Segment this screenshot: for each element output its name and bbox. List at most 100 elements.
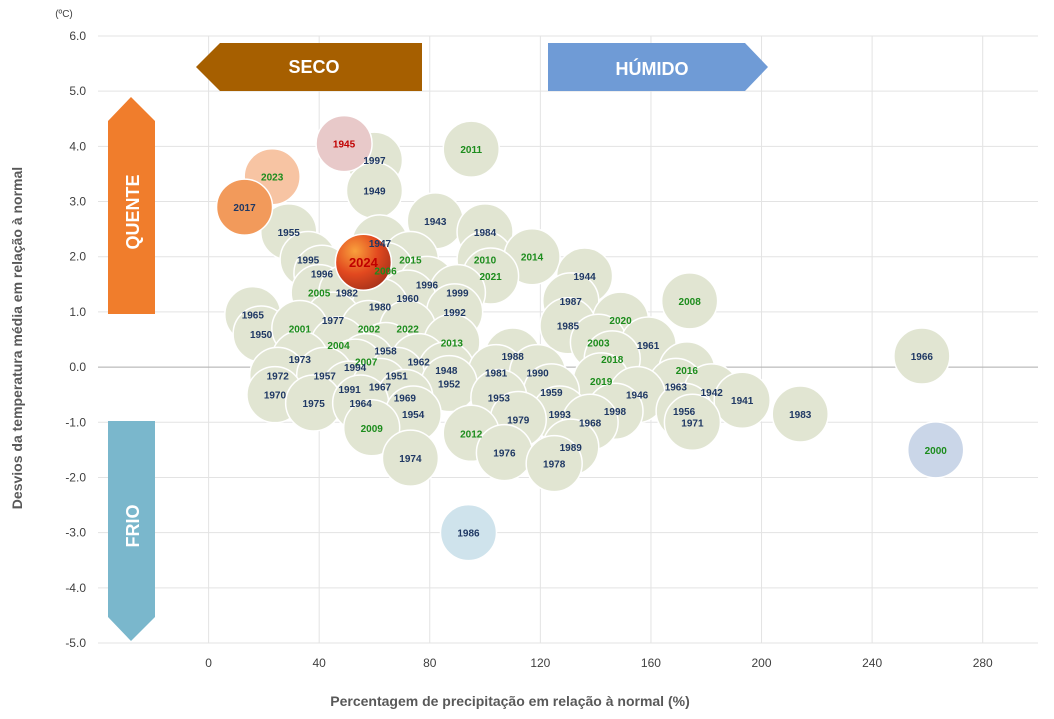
bubble-1986 <box>439 503 498 562</box>
bubble-label-1988: 1988 <box>502 352 525 363</box>
bubble-label-2019: 2019 <box>590 377 613 388</box>
bubble-label-1951: 1951 <box>385 371 408 382</box>
bubble-label-2008: 2008 <box>679 297 702 308</box>
bubble-label-1971: 1971 <box>681 418 704 429</box>
bubble-label-1946: 1946 <box>626 391 649 402</box>
bubble-label-2015: 2015 <box>399 255 422 266</box>
cold-label: FRIO <box>123 505 143 548</box>
bubble-label-1975: 1975 <box>303 399 326 410</box>
bubble-label-1982: 1982 <box>336 289 359 300</box>
bubble-2000 <box>906 421 965 479</box>
bubble-label-1974: 1974 <box>399 454 422 465</box>
y-tick-label: 0.0 <box>69 360 86 374</box>
bubble-label-1952: 1952 <box>438 380 461 391</box>
y-axis-unit: (ºC) <box>55 9 73 20</box>
y-tick-label: 3.0 <box>69 195 86 209</box>
bubble-1978 <box>525 434 583 493</box>
hot-label: QUENTE <box>123 174 143 249</box>
bubble-1974 <box>381 429 440 487</box>
bubble-label-2020: 2020 <box>609 316 632 327</box>
bubble-label-1986: 1986 <box>457 529 480 540</box>
zone-arrows: SECO HÚMIDO QUENTE FRIO <box>108 43 768 641</box>
bubble-label-1959: 1959 <box>540 388 563 399</box>
bubble-label-1953: 1953 <box>488 393 511 404</box>
bubble-label-1969: 1969 <box>394 393 417 404</box>
wet-arrow <box>548 43 768 91</box>
bubble-2011 <box>442 120 500 178</box>
bubble-label-1961: 1961 <box>637 341 660 352</box>
y-tick-label: -1.0 <box>65 415 86 429</box>
bubble-label-2017: 2017 <box>233 203 256 214</box>
x-axis-title: Percentagem de precipitação em relação à… <box>330 693 689 709</box>
bubble-label-1945: 1945 <box>333 140 356 151</box>
bubble-label-2000: 2000 <box>925 446 948 457</box>
bubble-label-1996: 1996 <box>416 280 439 291</box>
bubble-label-1949: 1949 <box>363 187 386 198</box>
bubble-label-1956: 1956 <box>673 407 696 418</box>
y-tick-label: -2.0 <box>65 470 86 484</box>
bubble-label-1998: 1998 <box>604 407 627 418</box>
bubble-2009 <box>342 399 401 457</box>
x-tick-label: 280 <box>973 656 993 670</box>
bubble-1983 <box>771 385 829 443</box>
bubble-2024 <box>334 233 393 291</box>
bubble-label-2018: 2018 <box>601 355 624 366</box>
bubble-label-1957: 1957 <box>314 371 337 382</box>
cold-arrow <box>108 421 155 641</box>
bubble-label-1996: 1996 <box>311 269 334 280</box>
bubble-label-2016: 2016 <box>676 366 699 377</box>
bubble-label-1981: 1981 <box>485 369 508 380</box>
x-tick-label: 80 <box>423 656 437 670</box>
bubble-label-1972: 1972 <box>267 371 290 382</box>
bubble-label-1968: 1968 <box>579 418 602 429</box>
dry-label: SECO <box>288 57 339 77</box>
bubble-label-1991: 1991 <box>338 385 361 396</box>
bubble-label-2022: 2022 <box>397 324 420 335</box>
bubble-label-2003: 2003 <box>587 338 610 349</box>
bubble-label-2009: 2009 <box>361 424 384 435</box>
bubble-label-1970: 1970 <box>264 391 287 402</box>
bubble-1945 <box>315 114 373 173</box>
bubble-label-2023: 2023 <box>261 173 284 184</box>
bubble-label-1962: 1962 <box>408 358 431 369</box>
bubble-label-2006: 2006 <box>374 267 397 278</box>
bubble-label-1980: 1980 <box>369 302 392 313</box>
hot-arrow <box>108 97 155 314</box>
bubble-label-1973: 1973 <box>289 355 312 366</box>
bubble-label-1948: 1948 <box>435 366 458 377</box>
x-tick-label: 40 <box>312 656 326 670</box>
bubble-label-1966: 1966 <box>911 352 934 363</box>
bubble-label-2012: 2012 <box>460 429 483 440</box>
bubble-label-2002: 2002 <box>358 324 381 335</box>
bubble-label-1965: 1965 <box>242 311 265 322</box>
bubble-label-2011: 2011 <box>460 145 482 156</box>
bubble-label-1943: 1943 <box>424 217 447 228</box>
bubble-label-2014: 2014 <box>521 253 544 264</box>
bubble-label-1944: 1944 <box>573 272 596 283</box>
bubble-label-1950: 1950 <box>250 330 273 341</box>
bubble-label-1999: 1999 <box>446 289 469 300</box>
bubble-label-1984: 1984 <box>474 228 497 239</box>
bubble-label-2007: 2007 <box>355 358 378 369</box>
y-tick-label: -3.0 <box>65 526 86 540</box>
bubble-label-1983: 1983 <box>789 410 812 421</box>
bubble-label-1995: 1995 <box>297 255 320 266</box>
bubble-label-1977: 1977 <box>322 316 345 327</box>
bubble-1941 <box>713 371 771 429</box>
bubble-label-1942: 1942 <box>701 388 724 399</box>
bubble-label-1947: 1947 <box>369 239 392 250</box>
bubble-label-1976: 1976 <box>493 449 516 460</box>
bubble-label-2004: 2004 <box>327 341 350 352</box>
x-tick-label: 240 <box>862 656 882 670</box>
x-tick-label: 120 <box>530 656 550 670</box>
bubble-2008 <box>660 272 719 330</box>
bubble-label-1990: 1990 <box>526 369 549 380</box>
bubble-label-1987: 1987 <box>560 297 583 308</box>
bubble-label-1955: 1955 <box>278 228 301 239</box>
y-tick-label: -5.0 <box>65 636 86 650</box>
bubbles: 1997 2011 1949 1943 1955 1984 1947 1995 2015 2010… <box>215 114 965 562</box>
bubble-label-1964: 1964 <box>350 399 373 410</box>
bubble-label-1954: 1954 <box>402 410 425 421</box>
